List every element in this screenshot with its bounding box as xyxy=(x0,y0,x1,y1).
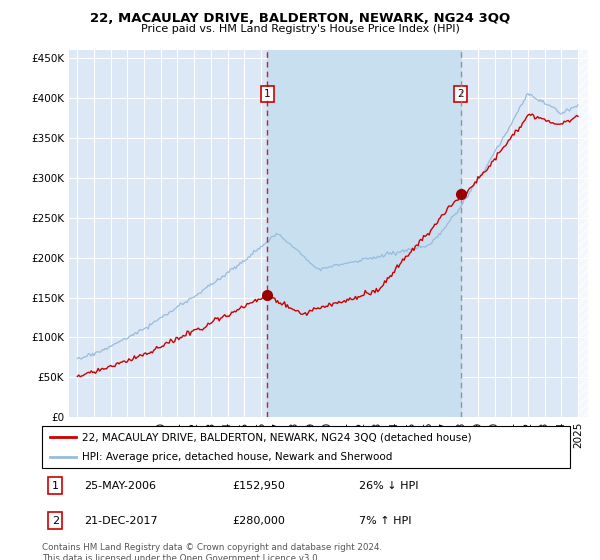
Text: Price paid vs. HM Land Registry's House Price Index (HPI): Price paid vs. HM Land Registry's House … xyxy=(140,24,460,34)
Text: 1: 1 xyxy=(264,89,271,99)
Text: 1: 1 xyxy=(52,481,59,491)
Text: £152,950: £152,950 xyxy=(232,481,285,491)
Text: 25-MAY-2006: 25-MAY-2006 xyxy=(84,481,156,491)
Text: 22, MACAULAY DRIVE, BALDERTON, NEWARK, NG24 3QQ (detached house): 22, MACAULAY DRIVE, BALDERTON, NEWARK, N… xyxy=(82,432,471,442)
Text: 22, MACAULAY DRIVE, BALDERTON, NEWARK, NG24 3QQ: 22, MACAULAY DRIVE, BALDERTON, NEWARK, N… xyxy=(90,12,510,25)
Bar xyxy=(578,50,588,417)
Bar xyxy=(267,50,461,417)
Text: Contains HM Land Registry data © Crown copyright and database right 2024.
This d: Contains HM Land Registry data © Crown c… xyxy=(42,543,382,560)
FancyBboxPatch shape xyxy=(42,426,570,468)
Text: £280,000: £280,000 xyxy=(232,516,285,526)
Text: 26% ↓ HPI: 26% ↓ HPI xyxy=(359,481,418,491)
Text: 7% ↑ HPI: 7% ↑ HPI xyxy=(359,516,412,526)
Text: HPI: Average price, detached house, Newark and Sherwood: HPI: Average price, detached house, Newa… xyxy=(82,452,392,462)
Text: 2: 2 xyxy=(457,89,464,99)
Text: 2: 2 xyxy=(52,516,59,526)
Text: 21-DEC-2017: 21-DEC-2017 xyxy=(84,516,158,526)
